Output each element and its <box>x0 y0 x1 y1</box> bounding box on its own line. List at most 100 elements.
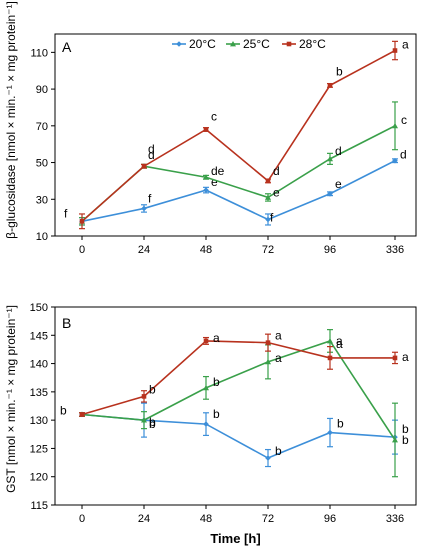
data-point <box>327 355 333 361</box>
data-point <box>141 417 147 423</box>
series-line <box>81 159 396 223</box>
y-axis-label: β-glucosidase [nmol × min.⁻¹ × mg protei… <box>4 1 18 239</box>
y-tick-label: 150 <box>30 302 48 314</box>
data-point <box>265 194 271 200</box>
significance-letter: e <box>211 175 218 189</box>
data-point <box>79 219 85 224</box>
y-tick-label: 30 <box>36 194 48 206</box>
significance-letter: b <box>60 403 67 417</box>
y-tick-label: 135 <box>30 387 48 399</box>
significance-letter: b <box>275 444 282 458</box>
panels: 10 30 50 70 90 110 0 24 48 72 96 336 β-glucosidase [… <box>4 1 417 546</box>
data-point <box>327 337 333 344</box>
significance-letter: b <box>149 382 156 396</box>
data-point <box>203 384 209 391</box>
legend: 20°C 25°C 28°C <box>172 37 326 51</box>
legend-label: 25°C <box>243 37 270 51</box>
x-tick-label: 0 <box>79 244 85 256</box>
plot-frame <box>54 306 417 506</box>
legend-marker <box>230 41 236 47</box>
significance-letter: de <box>211 164 225 178</box>
significance-letter: b <box>149 415 156 429</box>
significance-letter: d <box>335 144 342 158</box>
series-28°C: d c d b a <box>79 38 409 230</box>
data-point <box>392 436 398 443</box>
significance-letter: d <box>273 164 280 178</box>
y-tick-label: 130 <box>30 415 48 427</box>
significance-letter: b <box>402 433 409 447</box>
data-point <box>392 122 398 129</box>
x-tick-label: 48 <box>200 513 212 525</box>
series-line <box>81 49 396 222</box>
significance-letter: b <box>402 422 409 436</box>
y-tick-label: 115 <box>30 500 48 512</box>
y-tick-label: 70 <box>36 121 48 133</box>
series-28°C: ba aaa <box>79 329 409 417</box>
x-tick-label: 336 <box>386 244 404 256</box>
x-tick-label: 96 <box>324 513 336 525</box>
data-point <box>203 174 209 180</box>
y-tick-label: 145 <box>30 330 48 342</box>
data-point <box>327 83 333 88</box>
significance-letter: c <box>211 109 217 123</box>
data-point <box>327 155 333 162</box>
significance-letter: a <box>275 351 282 365</box>
data-point <box>327 190 333 197</box>
y-tick-label: 110 <box>30 47 48 59</box>
significance-letter: f <box>148 191 152 205</box>
significance-letter: b <box>213 407 220 421</box>
x-axis-label: Time [h] <box>210 531 260 546</box>
significance-letter: f <box>64 206 68 220</box>
data-point <box>265 358 271 365</box>
data-point <box>265 455 271 461</box>
series-line <box>81 340 395 416</box>
significance-letter: a <box>336 337 343 351</box>
y-axis-label: GST [nmol × min.⁻¹ × mg protein⁻¹] <box>4 305 18 493</box>
x-tick-label: 24 <box>138 244 150 256</box>
y-tick-label: 50 <box>36 158 48 170</box>
legend-label: 28°C <box>299 37 326 51</box>
significance-letter: a <box>275 329 282 343</box>
significance-letter: d <box>400 148 407 162</box>
x-tick-label: 72 <box>262 513 274 525</box>
significance-letter: b <box>337 417 344 431</box>
x-tick-label: 72 <box>262 244 274 256</box>
data-point <box>141 163 147 169</box>
x-tick-label: 336 <box>386 513 404 525</box>
significance-letter: a <box>213 331 220 345</box>
significance-letter: b <box>336 64 343 78</box>
x-tick-label: 0 <box>79 513 85 525</box>
data-point <box>327 429 333 436</box>
significance-letter: b <box>213 375 220 389</box>
significance-letter: d <box>148 142 155 156</box>
x-tick-label: 96 <box>324 244 336 256</box>
data-point <box>265 340 271 345</box>
data-point <box>265 216 271 223</box>
x-tick-label: 48 <box>200 244 212 256</box>
data-point <box>203 127 209 132</box>
data-point <box>79 412 85 417</box>
chart-panel-B: 115 120 125 130 135 140 145 150 0 24 48 72 96 336 GST … <box>4 302 417 546</box>
data-point <box>203 421 209 427</box>
y-tick-label: 120 <box>30 472 48 484</box>
significance-letter: b <box>149 417 156 431</box>
data-point <box>392 48 398 53</box>
chart-panel-A: 10 30 50 70 90 110 0 24 48 72 96 336 β-glucosidase [… <box>4 1 417 256</box>
data-point <box>392 355 398 361</box>
legend-label: 20°C <box>189 37 216 51</box>
significance-letter: d <box>148 148 155 162</box>
plot-frame <box>54 33 417 237</box>
y-tick-label: 140 <box>30 359 48 371</box>
series-line <box>81 125 396 222</box>
significance-letter: a <box>402 38 409 52</box>
data-point <box>203 338 209 344</box>
significance-letter: e <box>335 177 342 191</box>
y-tick-label: 125 <box>30 443 48 455</box>
significance-letter: e <box>273 185 280 199</box>
significance-letter: c <box>401 113 407 127</box>
y-tick-label: 90 <box>36 84 48 96</box>
